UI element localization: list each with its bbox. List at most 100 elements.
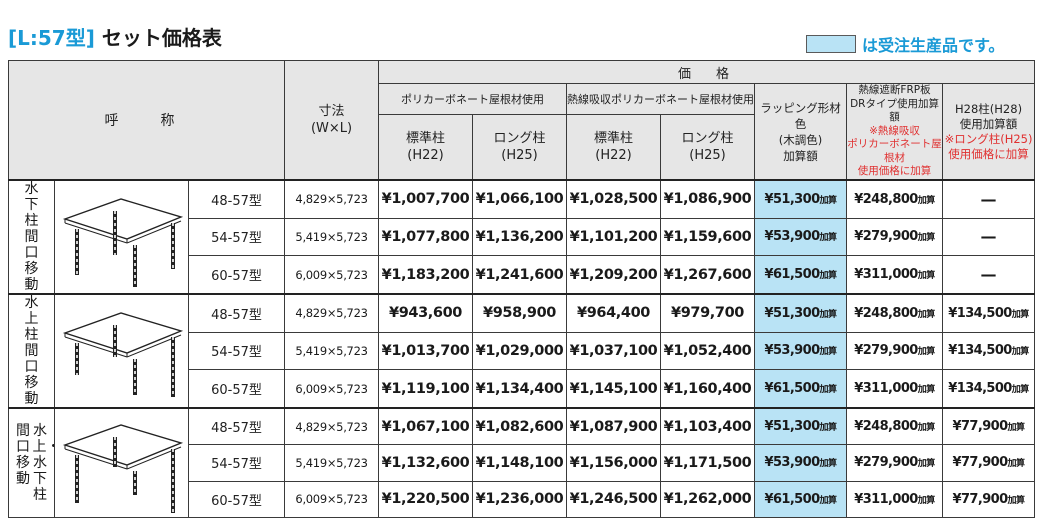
price-poly-std: ¥1,067,100	[378, 407, 474, 446]
table-row: 水上柱間口移動 48-57型 4,829×5,723 ¥943,600 ¥958,900…	[8, 292, 1036, 409]
model-name: 60-57型	[187, 255, 286, 295]
size-value: 6,009×5,723	[284, 369, 380, 409]
group-label: 水上・水下柱間口移動	[8, 407, 55, 518]
page-title: [L:57型] セット価格表	[8, 22, 222, 51]
carport-diagram-1	[54, 179, 189, 295]
price-heat-std: ¥1,028,500	[566, 178, 662, 219]
add-wrap: ¥53,900加算	[754, 444, 848, 482]
table-row: 54-57型 5,419×5,723 ¥1,077,800 ¥1,136,200 ¥1,…	[9, 217, 1036, 257]
header-poly-std: 標準柱 (H22)	[378, 114, 474, 181]
price-heat-std: ¥1,209,200	[566, 255, 662, 295]
carport-diagram-2	[54, 293, 189, 409]
add-frp: ¥311,000加算	[846, 255, 944, 295]
add-frp: ¥311,000加算	[846, 480, 944, 519]
price-heat-long: ¥979,700	[660, 292, 756, 333]
price-heat-long: ¥1,159,600	[660, 217, 756, 257]
price-heat-std: ¥964,400	[566, 292, 662, 333]
size-value: 6,009×5,723	[284, 255, 380, 295]
add-wrap: ¥61,500加算	[754, 369, 848, 409]
title-bracket: [L:57型]	[8, 26, 95, 50]
header-heat-std: 標準柱 (H22)	[566, 114, 662, 181]
size-value: 6,009×5,723	[284, 480, 380, 519]
add-wrap: ¥53,900加算	[754, 331, 848, 371]
size-value: 5,419×5,723	[284, 444, 380, 482]
size-value: 4,829×5,723	[284, 292, 380, 333]
table-row: 60-57型 6,009×5,723 ¥1,119,100 ¥1,134,400 ¥1,…	[9, 369, 1036, 409]
legend: は受注生産品です。	[806, 34, 1005, 55]
add-wrap: ¥53,900加算	[754, 217, 848, 257]
price-poly-std: ¥1,007,700	[378, 178, 474, 219]
model-name: 54-57型	[187, 331, 286, 371]
price-poly-std: ¥1,077,800	[378, 217, 474, 257]
size-value: 4,829×5,723	[284, 407, 380, 446]
add-frp: ¥279,900加算	[846, 217, 944, 257]
price-poly-std: ¥1,119,100	[378, 369, 474, 409]
add-frp: ¥279,900加算	[846, 444, 944, 482]
header-price: 価 格	[378, 60, 1036, 84]
price-poly-std: ¥1,183,200	[378, 255, 474, 295]
size-value: 5,419×5,723	[284, 217, 380, 257]
table-row: 水上・水下柱間口移動48-57型4,829×5,723¥1,067,100¥1,…	[8, 407, 1036, 518]
header-wrap: ラッピング形材色 (木調色) 加算額	[754, 83, 848, 181]
price-poly-long: ¥1,241,600	[472, 255, 568, 295]
price-heat-long: ¥1,267,600	[660, 255, 756, 295]
price-poly-long: ¥1,134,400	[472, 369, 568, 409]
header-name: 呼 称	[7, 60, 286, 181]
group-label: 水上柱間口移動	[8, 293, 55, 409]
price-heat-long: ¥1,052,400	[660, 331, 756, 371]
table-row: 水下柱間口移動 48-57型 4,829×5,723 ¥1,007,700 ¥1,066…	[8, 178, 1036, 295]
add-h28: ¥134,500加算	[942, 369, 1036, 409]
legend-text: は受注生産品です。	[862, 36, 1005, 55]
h28-not-applicable: —	[942, 178, 1036, 219]
title-text: セット価格表	[101, 26, 222, 50]
add-h28: ¥77,900加算	[942, 444, 1036, 482]
model-name: 48-57型	[187, 407, 286, 446]
price-heat-std: ¥1,156,000	[566, 444, 662, 482]
price-poly-long: ¥1,029,000	[472, 331, 568, 371]
price-table-body: 水下柱間口移動 48-57型 4,829×5,723 ¥1,007,700 ¥1,066…	[8, 178, 1036, 519]
model-name: 60-57型	[187, 480, 286, 519]
add-wrap: ¥51,300加算	[754, 178, 848, 219]
price-poly-std: ¥943,600	[378, 292, 474, 333]
price-poly-long: ¥1,066,100	[472, 178, 568, 219]
add-h28: ¥77,900加算	[942, 407, 1036, 446]
price-table: 呼 称 寸法 (W×L) 価 格 ポリカーボネート屋根材使用 熱線吸収ポリカーボネ…	[7, 60, 1036, 519]
model-name: 48-57型	[187, 292, 286, 333]
price-poly-std: ¥1,220,500	[378, 480, 474, 519]
table-row: 60-57型 6,009×5,723 ¥1,183,200 ¥1,241,600 ¥1,…	[9, 255, 1036, 295]
header-poly-group: ポリカーボネート屋根材使用	[378, 83, 568, 115]
table-row: 54-57型 5,419×5,723 ¥1,013,700 ¥1,029,000 ¥1,…	[9, 331, 1036, 371]
add-frp: ¥279,900加算	[846, 331, 944, 371]
header-heat-group: 熱線吸収ポリカーボネート屋根材使用	[566, 83, 756, 115]
price-poly-long: ¥1,136,200	[472, 217, 568, 257]
group-label: 水下柱間口移動	[8, 179, 55, 295]
price-heat-std: ¥1,087,900	[566, 407, 662, 446]
model-name: 48-57型	[187, 178, 286, 219]
model-name: 54-57型	[187, 217, 286, 257]
price-poly-long: ¥1,082,600	[472, 407, 568, 446]
header-poly-long: ロング柱 (H25)	[472, 114, 568, 181]
h28-not-applicable: —	[942, 255, 1036, 295]
price-heat-std: ¥1,246,500	[566, 480, 662, 519]
price-heat-std: ¥1,037,100	[566, 331, 662, 371]
add-wrap: ¥51,300加算	[754, 407, 848, 446]
add-h28: ¥77,900加算	[942, 480, 1036, 519]
price-heat-std: ¥1,101,200	[566, 217, 662, 257]
add-wrap: ¥61,500加算	[754, 255, 848, 295]
price-poly-std: ¥1,132,600	[378, 444, 474, 482]
header-h28: H28柱(H28) 使用加算額 ※ロング柱(H25) 使用価格に加算	[942, 83, 1036, 181]
add-h28: ¥134,500加算	[942, 331, 1036, 371]
carport-diagram-3	[54, 407, 189, 518]
table-row: 60-57型 6,009×5,723 ¥1,220,500 ¥1,236,000 ¥1,…	[9, 480, 1036, 519]
add-frp: ¥248,800加算	[846, 407, 944, 446]
model-name: 54-57型	[187, 444, 286, 482]
price-poly-std: ¥1,013,700	[378, 331, 474, 371]
price-heat-long: ¥1,160,400	[660, 369, 756, 409]
header-size: 寸法 (W×L)	[284, 60, 380, 181]
add-wrap: ¥61,500加算	[754, 480, 848, 519]
size-value: 4,829×5,723	[284, 178, 380, 219]
add-h28: ¥134,500加算	[942, 292, 1036, 333]
price-heat-long: ¥1,086,900	[660, 178, 756, 219]
legend-swatch	[806, 35, 856, 53]
table-row: 54-57型 5,419×5,723 ¥1,132,600 ¥1,148,100 ¥1,…	[9, 444, 1036, 482]
